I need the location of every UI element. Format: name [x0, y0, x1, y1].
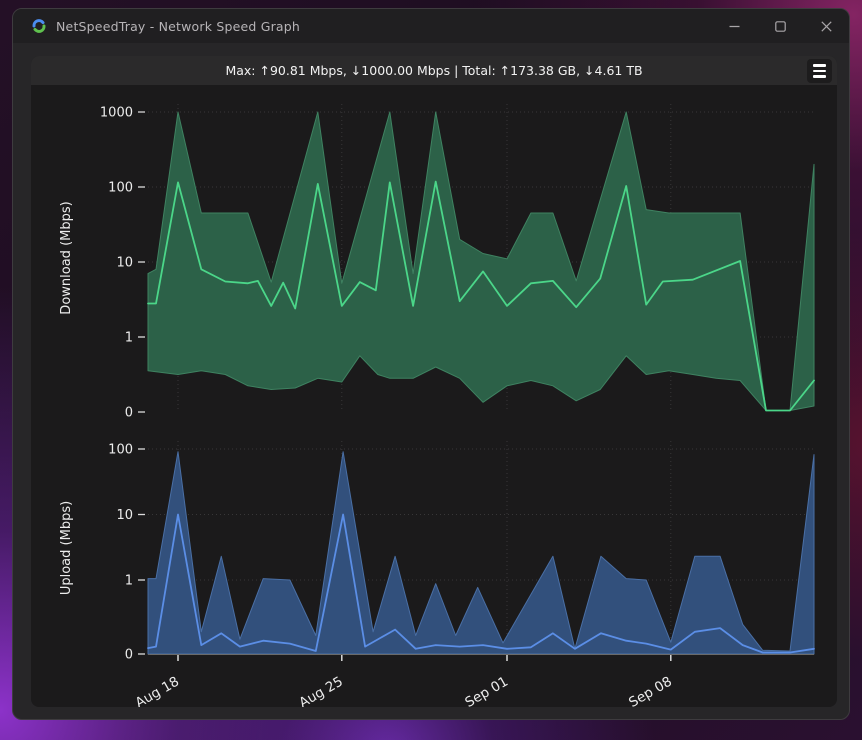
minimize-icon [729, 25, 739, 27]
stats-bar: Max: ↑90.81 Mbps, ↓1000.00 Mbps | Total:… [31, 56, 837, 85]
download-axis-label: Download (Mbps) [59, 201, 74, 314]
x-tick-label: Sep 01 [462, 674, 511, 707]
window-title: NetSpeedTray - Network Speed Graph [56, 18, 301, 34]
stats-summary: Max: ↑90.81 Mbps, ↓1000.00 Mbps | Total:… [225, 63, 643, 78]
upload-average-line [147, 513, 815, 654]
x-tick-label: Aug 18 [133, 674, 182, 707]
y-tick-label: 10 [116, 508, 133, 523]
y-tick-label: 0 [125, 648, 133, 663]
app-window: NetSpeedTray - Network Speed Graph [12, 8, 850, 720]
y-tick-label: 0 [125, 406, 133, 421]
window-controls [711, 9, 849, 43]
maximize-icon [774, 20, 786, 32]
x-tick-label: Sep 08 [626, 674, 675, 707]
upload-axis-label: Upload (Mbps) [59, 501, 74, 595]
y-tick-label: 10 [116, 256, 133, 271]
maximize-button[interactable] [757, 9, 803, 43]
minimize-button[interactable] [711, 9, 757, 43]
x-tick-label: Aug 25 [296, 674, 345, 707]
y-tick-label: 100 [108, 181, 133, 196]
y-tick-label: 1 [125, 574, 133, 589]
hamburger-icon [813, 64, 826, 67]
title-bar[interactable]: NetSpeedTray - Network Speed Graph [13, 9, 849, 43]
netspeedtray-swirl-icon [32, 19, 46, 33]
download-average-line [147, 180, 815, 412]
upload-range-area [147, 451, 815, 655]
close-button[interactable] [803, 9, 849, 43]
menu-button[interactable] [807, 59, 832, 83]
close-icon [820, 20, 832, 32]
graph-panel: Max: ↑90.81 Mbps, ↓1000.00 Mbps | Total:… [31, 56, 837, 707]
y-tick-label: 1000 [100, 106, 133, 121]
y-tick-label: 100 [108, 443, 133, 458]
download-range-area [147, 111, 815, 411]
y-tick-label: 1 [125, 331, 133, 346]
